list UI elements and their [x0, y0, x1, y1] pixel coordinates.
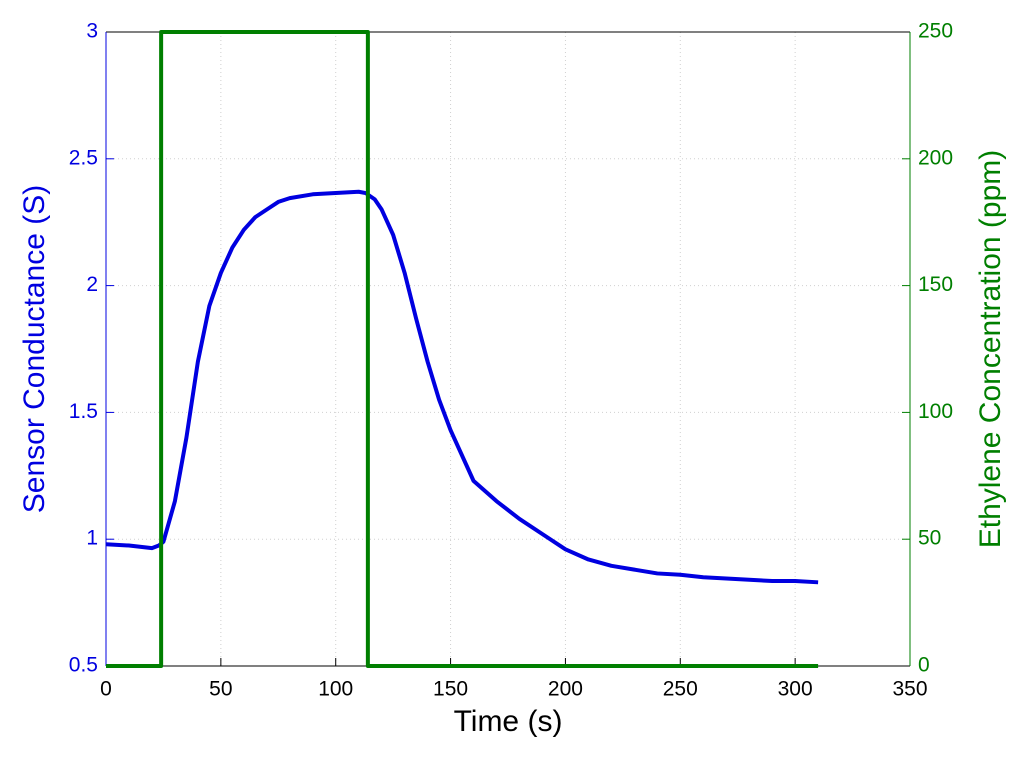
y2-tick-label: 250 [918, 20, 953, 43]
y-tick-label: 2.5 [69, 146, 98, 169]
y-tick-label: 2 [86, 273, 98, 296]
y2-tick-label: 100 [918, 400, 953, 423]
x-tick-label: 200 [548, 678, 583, 701]
data-line [105, 189, 819, 585]
y2-tick-label: 200 [918, 146, 953, 169]
y2-tick-label: 150 [918, 273, 953, 296]
x-tick-label: 350 [892, 678, 927, 701]
y2-axis-label: Ethylene Concentration (ppm) [974, 150, 1007, 549]
x-axis-label: Time (s) [454, 705, 563, 738]
x-tick-label: 0 [100, 678, 112, 701]
x-tick-label: 300 [778, 678, 813, 701]
y2-tick-label: 0 [918, 654, 930, 677]
data-line [106, 30, 819, 668]
x-tick-label: 50 [209, 678, 232, 701]
y2-tick-label: 50 [918, 527, 941, 550]
y-tick-label: 0.5 [69, 654, 98, 677]
x-tick-label: 150 [433, 678, 468, 701]
y-tick-label: 1 [86, 527, 98, 550]
x-tick-label: 100 [318, 678, 353, 701]
x-tick-label: 250 [663, 678, 698, 701]
y-tick-label: 1.5 [69, 400, 98, 423]
y-axis-label: Sensor Conductance (S) [18, 185, 51, 514]
y-tick-label: 3 [86, 20, 98, 43]
